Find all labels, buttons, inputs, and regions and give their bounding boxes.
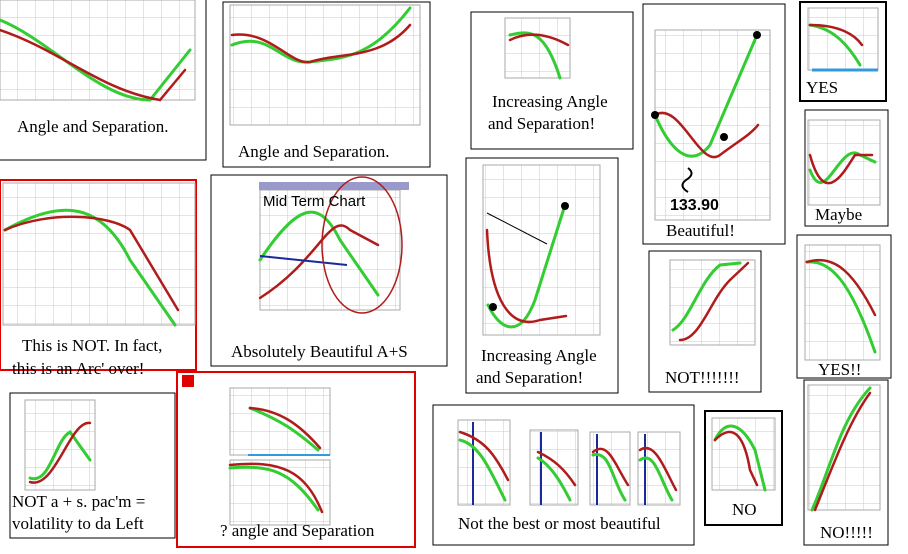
caption: Increasing Angle: [492, 92, 608, 111]
panel: Increasing Angle and Separation!: [465, 157, 619, 394]
reading: 133.90: [670, 197, 719, 214]
panel: NOT a + s. pac'm = volatility to da Left: [9, 392, 176, 539]
caption: volatility to da Left: [12, 514, 144, 533]
caption: NO: [732, 500, 757, 519]
panel: 133.90 Beautiful!: [642, 3, 786, 245]
panel: YES: [799, 1, 887, 102]
caption: This is NOT. In fact,: [22, 336, 162, 355]
panel: ? angle and Separation: [176, 371, 416, 548]
caption: Maybe: [815, 205, 862, 224]
caption: Not the best or most beautiful: [458, 514, 661, 533]
caption: and Separation!: [488, 114, 595, 133]
caption: NOT!!!!!!!: [665, 368, 740, 387]
panel: Maybe: [804, 109, 889, 227]
caption: Beautiful!: [666, 221, 735, 240]
caption: YES!!: [818, 360, 861, 379]
panel: Angle and Separation.: [222, 1, 431, 168]
panel: Mid Term Chart Absolutely Beautiful A+S: [210, 174, 448, 367]
caption: and Separation!: [476, 368, 583, 387]
caption: NO!!!!!: [820, 523, 873, 542]
panel: NO!!!!!: [803, 379, 889, 546]
caption: Absolutely Beautiful A+S: [231, 342, 408, 361]
panel: Not the best or most beautiful: [432, 404, 695, 546]
panel: Angle and Separation.: [0, 0, 207, 161]
caption: Angle and Separation.: [238, 142, 390, 161]
caption: Increasing Angle: [481, 346, 597, 365]
panel: NO: [704, 410, 783, 526]
caption: this is an Arc' over!: [12, 359, 144, 378]
chart-title: Mid Term Chart: [263, 193, 366, 210]
panel: NOT!!!!!!!: [648, 250, 762, 393]
caption: Angle and Separation.: [17, 117, 169, 136]
caption: YES: [806, 78, 838, 97]
panel: This is NOT. In fact, this is an Arc' ov…: [0, 179, 197, 378]
caption: ? angle and Separation: [220, 521, 375, 540]
panel: YES!!: [796, 234, 892, 379]
caption: NOT a + s. pac'm =: [12, 492, 145, 511]
panel: Increasing Angle and Separation!: [470, 11, 634, 150]
